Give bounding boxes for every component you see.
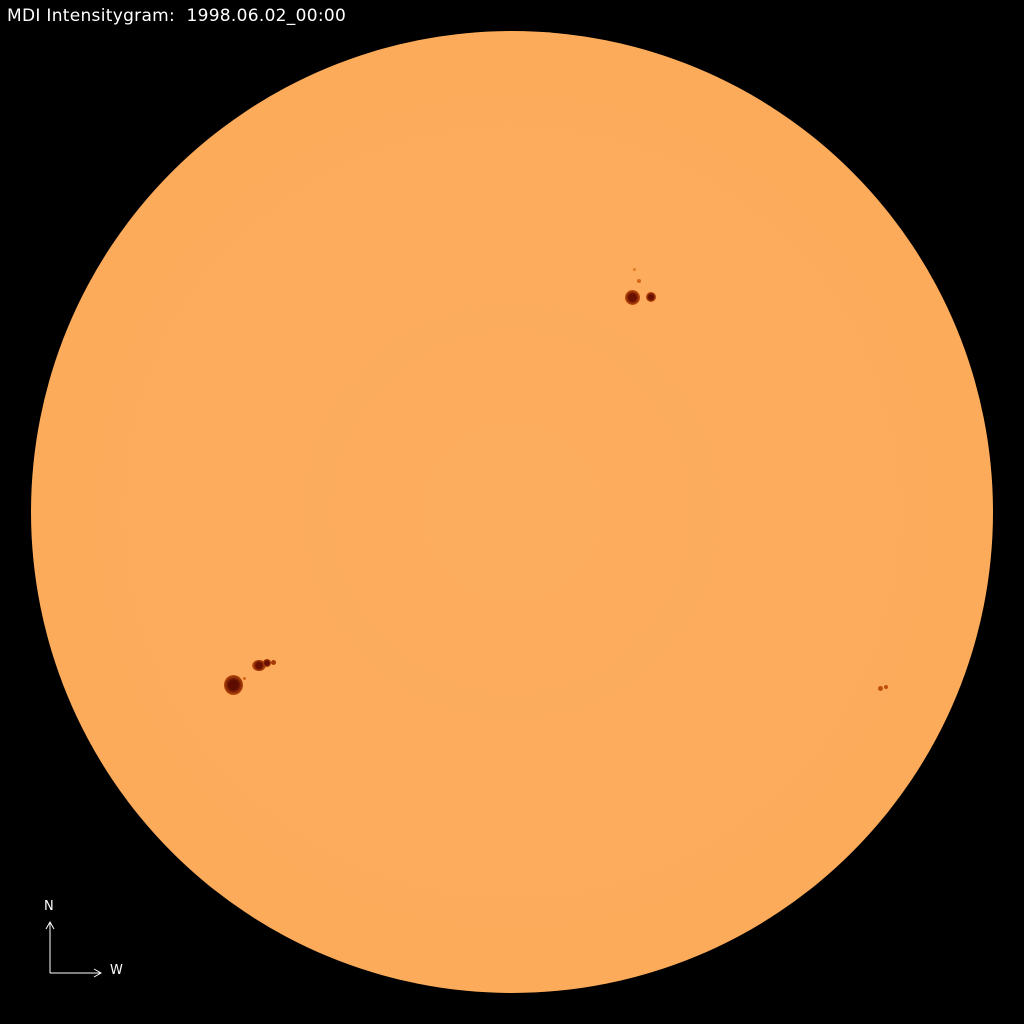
- west-label: W: [110, 963, 123, 978]
- compass-arrows-icon: [45, 920, 103, 978]
- image-title: MDI Intensitygram: 1998.06.02_00:00: [7, 6, 347, 26]
- north-label: N: [44, 899, 54, 914]
- solar-disk: [31, 31, 993, 993]
